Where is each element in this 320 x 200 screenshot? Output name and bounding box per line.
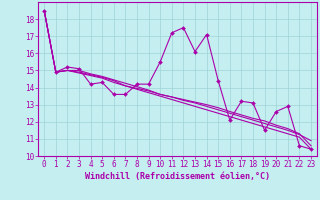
X-axis label: Windchill (Refroidissement éolien,°C): Windchill (Refroidissement éolien,°C) (85, 172, 270, 181)
